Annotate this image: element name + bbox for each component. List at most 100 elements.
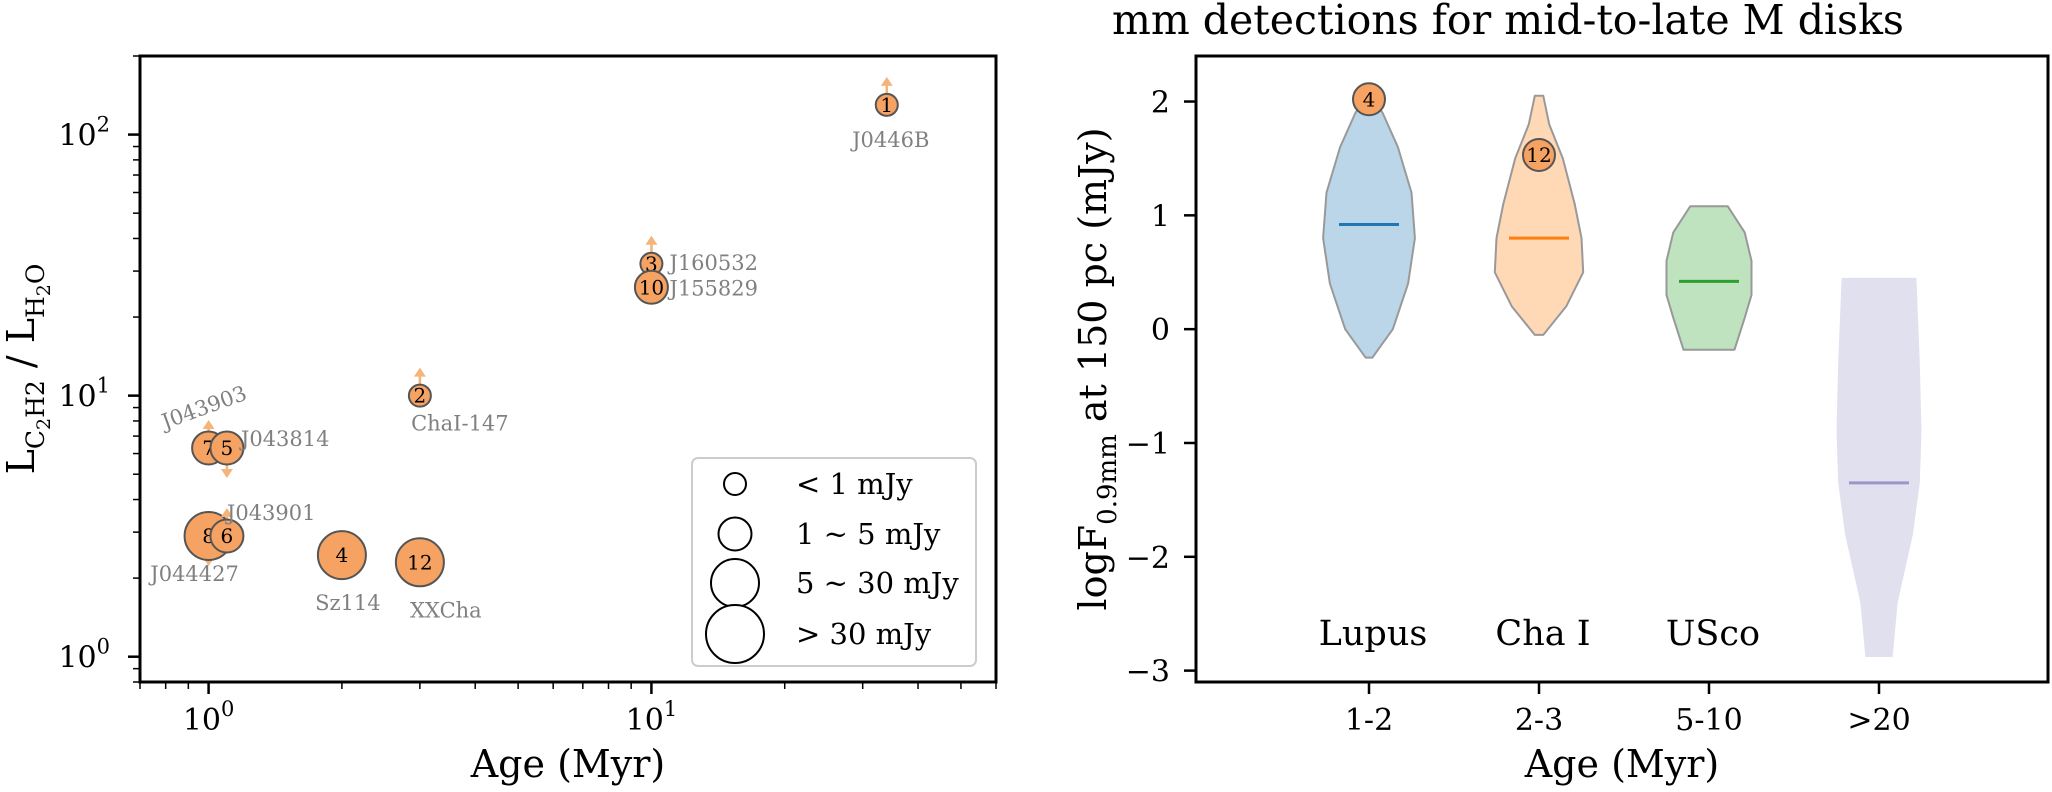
point-name-label: J155829 <box>667 276 758 300</box>
x-tick-label: 2-3 <box>1515 703 1563 738</box>
violin-x-axis-label: Age (Myr) <box>1524 742 1720 786</box>
point-id-label: 4 <box>336 543 349 567</box>
data-point-5: 5 J043814 <box>209 427 330 479</box>
point-name-label: J044427 <box>148 562 239 586</box>
legend-label: 5 ~ 30 mJy <box>796 566 959 600</box>
detection-marker-circle <box>1522 138 1556 173</box>
violin-panel: mm detections for mid-to-late M disks −3… <box>1071 0 2050 786</box>
violin-body <box>1493 94 1585 336</box>
region-label: USco <box>1666 614 1760 654</box>
legend-marker <box>717 516 753 552</box>
y-tick-label: 1 <box>1151 199 1170 234</box>
violin-body <box>1836 277 1922 657</box>
scatter-x-axis-label: Age (Myr) <box>470 742 666 786</box>
y-tick-label: 2 <box>1151 86 1170 121</box>
data-point-2: 2 ChaI-147 <box>407 367 509 436</box>
point-id-label: 12 <box>407 550 432 574</box>
x-tick-label: 5-10 <box>1675 703 1742 738</box>
legend-marker <box>710 558 760 608</box>
x-tick-label: 100 <box>183 697 235 738</box>
violin-shapes <box>1322 94 1922 657</box>
point-name-label: J0446B <box>850 128 929 152</box>
point-id-label: 6 <box>221 524 234 548</box>
detection-marker-circle <box>1352 82 1386 117</box>
point-id-label: 10 <box>639 275 664 299</box>
arrow-head <box>413 367 426 377</box>
point-name-label: J043901 <box>225 501 316 525</box>
violin-5-10 <box>1665 205 1753 351</box>
violin-markers: 4 12 <box>1352 82 1556 173</box>
violin-body <box>1322 94 1416 359</box>
point-id-label: 5 <box>221 436 234 460</box>
point-id-label: 1 <box>880 93 893 117</box>
point-id-label: 2 <box>414 384 427 408</box>
point-id-label: 3 <box>645 252 658 276</box>
region-label: Cha I <box>1495 614 1590 654</box>
detection-marker-4: 4 <box>1352 82 1386 117</box>
point-marker <box>209 430 245 466</box>
region-label: Lupus <box>1319 614 1428 654</box>
point-name-label: J043903 <box>157 381 250 435</box>
legend-entry: > 30 mJy <box>705 604 932 664</box>
x-tick-label: >20 <box>1847 703 1910 738</box>
point-marker <box>316 530 367 581</box>
violin-body <box>1665 205 1753 351</box>
y-tick-label: −2 <box>1126 541 1170 576</box>
point-name-label: Sz114 <box>315 591 381 615</box>
scatter-plot-frame <box>138 54 998 684</box>
scatter-y-axis-label: LC2H2 / LH2O <box>0 264 55 475</box>
point-name-label: XXCha <box>410 598 482 622</box>
y-tick-label: 102 <box>58 113 110 154</box>
arrow-head <box>645 235 658 245</box>
y-tick-label: −1 <box>1126 427 1170 462</box>
legend-label: < 1 mJy <box>796 467 913 501</box>
y-tick-label: 101 <box>58 374 110 415</box>
violin-1-2 <box>1322 94 1416 359</box>
legend-label: > 30 mJy <box>796 617 932 651</box>
legend-entries: < 1 mJy 1 ~ 5 mJy 5 ~ 30 mJy > 30 mJy <box>705 467 959 664</box>
detection-marker-12: 12 <box>1522 138 1556 173</box>
y-tick-label: 0 <box>1151 313 1170 348</box>
data-point-4: 4 Sz114 <box>315 530 381 615</box>
violin->20 <box>1836 277 1922 657</box>
violin-y-axis-label: logF0.9mm at 150 pc (mJy) <box>1071 127 1123 610</box>
arrow-head <box>880 76 893 86</box>
x-tick-label: 1-2 <box>1345 703 1393 738</box>
legend-marker <box>705 604 765 664</box>
legend-box <box>691 457 977 667</box>
point-marker <box>209 518 245 554</box>
violin-plot-frame <box>1194 54 2050 684</box>
data-point-10: 10 J155829 <box>633 269 758 305</box>
detection-marker-label: 4 <box>1363 87 1376 111</box>
y-tick-label: 100 <box>58 635 110 676</box>
point-marker <box>633 269 669 305</box>
point-marker <box>407 383 432 408</box>
x-tick-label: 101 <box>626 697 678 738</box>
legend-marker <box>723 472 747 496</box>
y-tick-label: −3 <box>1126 655 1170 690</box>
point-marker <box>874 92 899 117</box>
data-point-12: 12 XXCha <box>394 537 482 622</box>
arrow-head <box>220 469 233 479</box>
data-point-1: 1 J0446B <box>850 76 929 152</box>
detection-marker-label: 12 <box>1526 143 1551 167</box>
legend-entry: 5 ~ 30 mJy <box>710 558 959 608</box>
point-name-label: J043814 <box>239 427 330 451</box>
scatter-legend: < 1 mJy 1 ~ 5 mJy 5 ~ 30 mJy > 30 mJy <box>691 457 977 667</box>
point-name-label: J160532 <box>667 251 758 275</box>
data-point-3: 3 J160532 <box>639 235 758 276</box>
point-marker <box>394 537 445 588</box>
arrow-head <box>202 420 215 430</box>
legend-label: 1 ~ 5 mJy <box>796 517 941 551</box>
region-labels: Lupus Cha I USco <box>1319 614 1760 654</box>
violin-2-3 <box>1493 94 1585 336</box>
legend-entry: 1 ~ 5 mJy <box>717 516 941 552</box>
arrow-head <box>220 507 233 517</box>
point-name-label: ChaI-147 <box>411 412 509 436</box>
